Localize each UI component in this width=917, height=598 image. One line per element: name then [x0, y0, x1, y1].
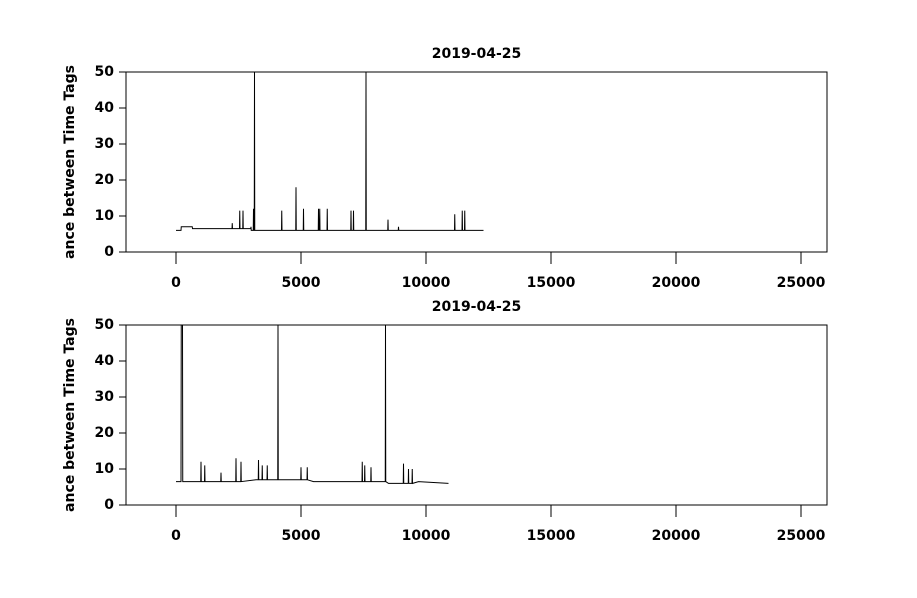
x-tick-label: 25000 [777, 275, 826, 291]
x-tick-label: 25000 [777, 528, 826, 544]
y-tick-label: 40 [95, 353, 115, 369]
y-tick-label: 50 [95, 317, 115, 333]
y-tick-label: 20 [95, 172, 115, 188]
x-tick-label: 0 [171, 275, 181, 291]
y-tick-label: 10 [95, 208, 115, 224]
y-tick-label: 30 [95, 389, 115, 405]
chart-title: 2019-04-25 [432, 299, 522, 315]
plot-frame [125, 324, 828, 506]
chart-title: 2019-04-25 [432, 46, 522, 62]
y-tick-label: 30 [95, 136, 115, 152]
x-tick-label: 15000 [527, 275, 576, 291]
y-axis-label: ance between Time Tags [62, 65, 78, 259]
y-tick-label: 10 [95, 461, 115, 477]
x-tick-label: 5000 [282, 528, 321, 544]
x-tick-label: 20000 [652, 528, 701, 544]
y-tick-label: 0 [104, 497, 114, 513]
data-line [176, 325, 449, 485]
plot-frame [125, 71, 828, 253]
y-tick-label: 0 [104, 244, 114, 260]
y-tick-label: 50 [95, 64, 115, 80]
x-tick-label: 15000 [527, 528, 576, 544]
y-tick-label: 20 [95, 425, 115, 441]
data-line [176, 72, 484, 231]
x-tick-label: 20000 [652, 275, 701, 291]
x-tick-label: 10000 [402, 528, 451, 544]
y-tick-label: 40 [95, 100, 115, 116]
x-tick-label: 0 [171, 528, 181, 544]
x-tick-label: 10000 [402, 275, 451, 291]
y-axis-label: ance between Time Tags [62, 318, 78, 512]
x-tick-label: 5000 [282, 275, 321, 291]
